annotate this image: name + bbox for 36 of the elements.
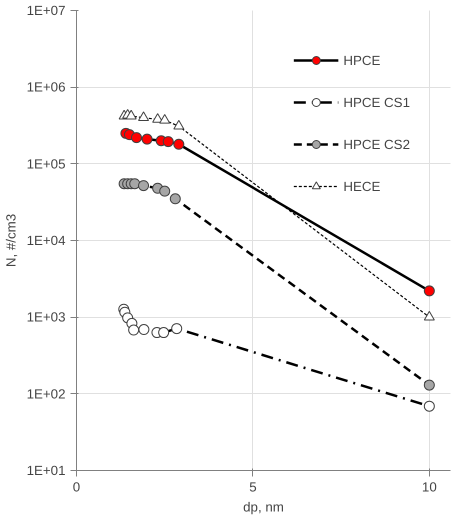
legend-label: HPCE CS2 xyxy=(343,136,410,152)
y-tick-label: 1E+05 xyxy=(26,156,66,172)
y-tick-label: 1E+07 xyxy=(26,3,66,18)
point xyxy=(159,186,170,197)
x-tick-label: 5 xyxy=(249,480,257,494)
x-tick-label: 0 xyxy=(72,480,80,494)
y-tick-label: 1E+02 xyxy=(26,386,66,402)
point xyxy=(171,323,182,334)
y-tick-label: 1E+06 xyxy=(26,80,66,95)
legend-label: HECE xyxy=(343,178,380,194)
x-tick-label: 10 xyxy=(422,480,437,494)
point xyxy=(162,136,174,148)
point xyxy=(173,120,184,130)
y-tick-label: 1E+01 xyxy=(26,463,66,478)
y-tick-label: 1E+03 xyxy=(26,310,66,325)
point xyxy=(130,132,142,144)
point xyxy=(424,285,435,296)
point xyxy=(138,180,150,192)
legend-label: HPCE xyxy=(343,52,380,68)
point xyxy=(142,134,153,145)
point xyxy=(159,114,170,124)
point xyxy=(173,138,184,150)
x-axis-title: dp, nm xyxy=(243,500,284,514)
point xyxy=(138,324,150,336)
point xyxy=(138,111,150,122)
point xyxy=(424,380,435,391)
point xyxy=(424,310,435,321)
legend-label: HPCE CS1 xyxy=(343,94,410,110)
point xyxy=(170,193,181,204)
y-axis-title: N, #/cm3 xyxy=(4,214,19,268)
point xyxy=(424,400,435,412)
point xyxy=(158,327,170,338)
y-tick-label: 1E+04 xyxy=(26,233,66,248)
point xyxy=(128,324,140,336)
point xyxy=(126,110,137,120)
point xyxy=(129,178,140,190)
